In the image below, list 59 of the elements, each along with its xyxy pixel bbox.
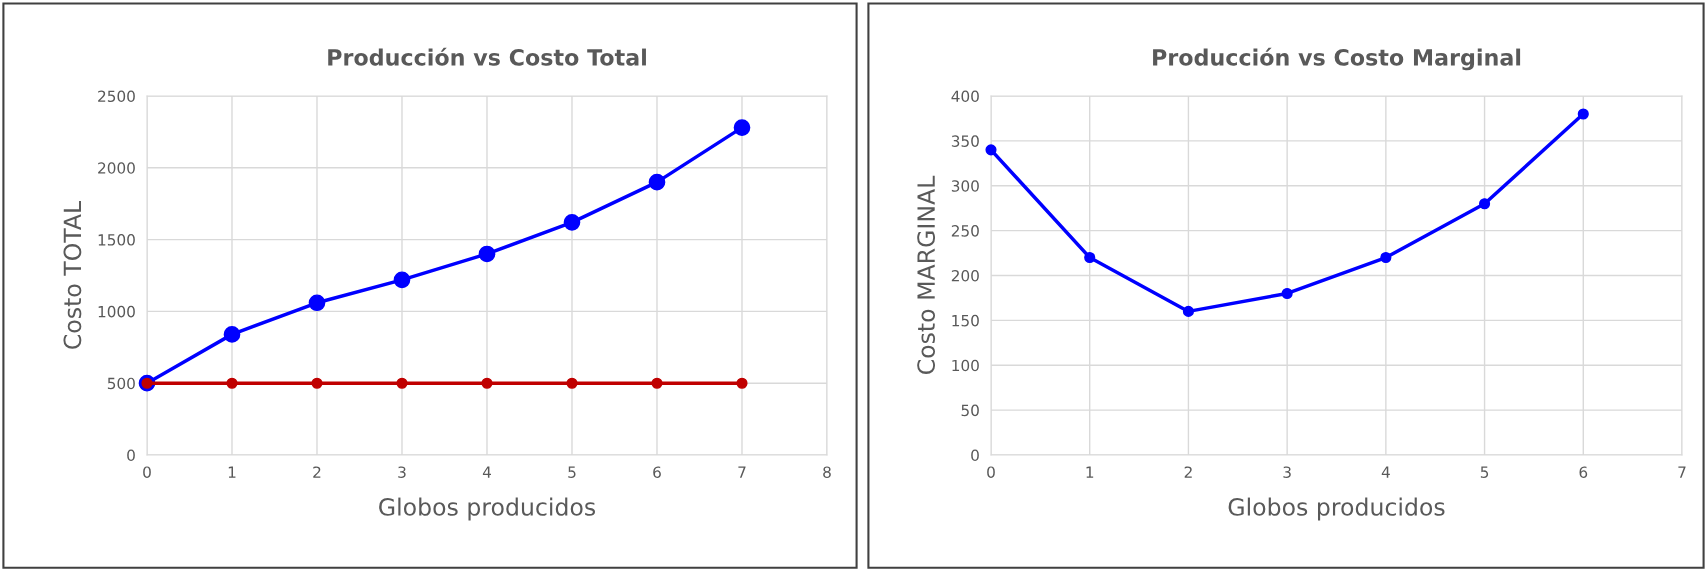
x-axis-title: Globos producidos <box>379 497 596 521</box>
y-tick-label: 1500 <box>98 234 135 246</box>
y-tick-label: 250 <box>951 225 979 237</box>
x-tick-label: 6 <box>653 466 661 478</box>
x-tick-label: 1 <box>228 466 236 478</box>
x-tick-label: 7 <box>738 466 746 478</box>
x-tick-label: 0 <box>143 466 151 478</box>
y-tick-label: 350 <box>951 135 979 147</box>
y-tick-label: 150 <box>952 314 979 327</box>
y-axis-title: Costo TOTAL <box>63 200 82 349</box>
point <box>648 173 666 191</box>
x-tick-label: 5 <box>1480 466 1489 478</box>
point <box>985 144 997 156</box>
x-tick-label: 7 <box>1678 466 1686 478</box>
point <box>1281 287 1293 300</box>
point <box>393 271 411 289</box>
y-tick-label: 400 <box>951 90 979 103</box>
y-tick-label: 2000 <box>98 162 135 174</box>
chart-title: Producción vs Costo Total <box>328 47 646 66</box>
y-tick-label: 500 <box>107 377 135 390</box>
point <box>311 377 323 389</box>
x-tick-label: 1 <box>1086 466 1094 478</box>
point <box>736 377 748 389</box>
x-tick-label: 8 <box>823 466 831 478</box>
x-tick-label: 2 <box>313 466 321 478</box>
y-tick-label: 1000 <box>98 305 135 318</box>
y-axis-title: Costo MARGINAL <box>917 175 936 374</box>
point <box>1479 198 1491 210</box>
point <box>566 377 578 389</box>
y-tick-label: 50 <box>961 404 979 417</box>
chart-title: Producción vs Costo Marginal <box>1153 47 1521 71</box>
y-tick-label: 100 <box>952 359 979 372</box>
x-tick-label: 3 <box>398 466 406 478</box>
y-tick-label: 200 <box>951 269 979 282</box>
x-tick-label: 4 <box>482 466 491 478</box>
x-tick-label: 2 <box>1184 466 1192 478</box>
x-tick-label: 0 <box>987 466 995 478</box>
x-axis-title: Globos producidos <box>1228 497 1445 521</box>
point <box>651 377 663 389</box>
x-tick-label: 6 <box>1579 466 1588 478</box>
x-tick-label: 3 <box>1283 466 1291 478</box>
y-tick-label: 0 <box>127 449 135 462</box>
point <box>396 377 408 389</box>
point <box>308 294 326 312</box>
point <box>478 245 496 263</box>
point <box>563 214 581 231</box>
x-tick-label: 5 <box>568 466 576 478</box>
x-tick-label: 4 <box>1381 466 1390 478</box>
point <box>733 119 751 136</box>
point <box>223 326 241 343</box>
y-tick-label: 300 <box>951 180 979 192</box>
point <box>1577 108 1589 120</box>
y-tick-label: 2500 <box>98 90 135 103</box>
point <box>1182 305 1194 317</box>
point <box>226 377 238 389</box>
point <box>1380 251 1392 264</box>
point <box>481 377 493 389</box>
point <box>1084 251 1096 264</box>
y-tick-label: 0 <box>971 449 979 462</box>
